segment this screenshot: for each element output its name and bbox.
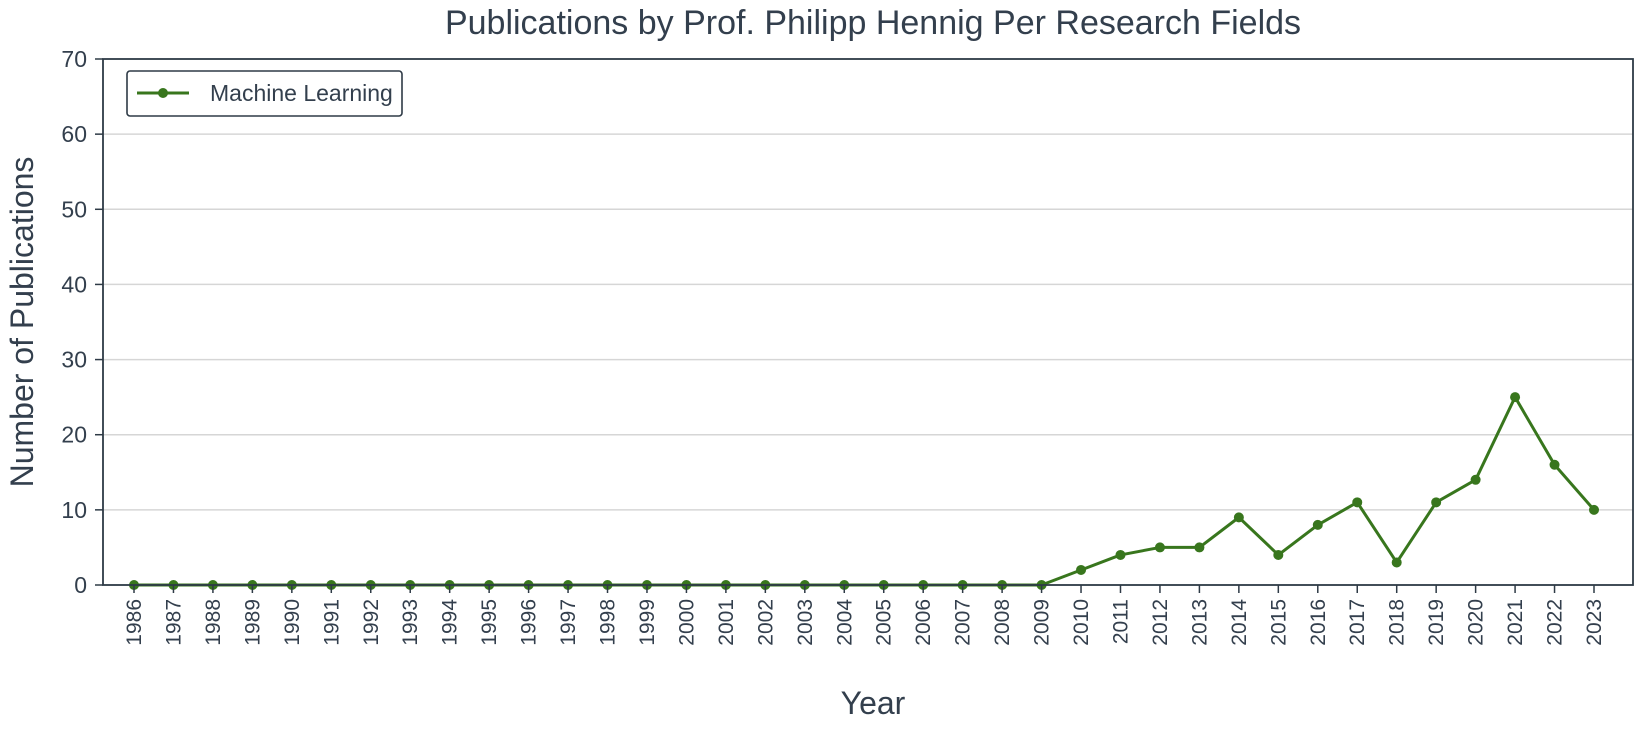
data-point-2020 xyxy=(1470,474,1481,485)
x-tick-label-2020: 2020 xyxy=(1465,599,1488,646)
x-tick-label-2017: 2017 xyxy=(1346,599,1369,646)
x-tick-label-1991: 1991 xyxy=(320,599,343,646)
legend-point-marker xyxy=(158,88,168,98)
x-tick-label-1995: 1995 xyxy=(478,599,501,646)
y-axis: 0 10 20 30 40 50 60 70 xyxy=(61,46,103,598)
data-point-2016 xyxy=(1312,519,1323,530)
x-tick-label-2008: 2008 xyxy=(991,599,1014,646)
x-tick-label-1999: 1999 xyxy=(636,599,659,646)
x-tick-label-2004: 2004 xyxy=(833,599,856,646)
data-point-2018 xyxy=(1391,557,1402,568)
x-tick-label-2018: 2018 xyxy=(1386,599,1409,646)
legend-box xyxy=(126,70,403,117)
x-tick-label-2013: 2013 xyxy=(1188,599,1211,646)
data-point-2017 xyxy=(1352,497,1363,508)
x-tick-label-1986: 1986 xyxy=(123,599,146,646)
data-point-2015 xyxy=(1273,549,1284,560)
x-tick-label-2016: 2016 xyxy=(1307,599,1330,646)
x-tick-label-1997: 1997 xyxy=(557,599,580,646)
data-point-2019 xyxy=(1431,497,1442,508)
x-tick-label-2009: 2009 xyxy=(1031,599,1054,646)
grid-layer xyxy=(103,133,1633,511)
y-tick-label-70: 70 xyxy=(61,46,87,72)
x-tick-label-2001: 2001 xyxy=(715,599,738,646)
x-tick-label-2000: 2000 xyxy=(675,599,698,646)
data-point-2012 xyxy=(1154,542,1165,553)
x-tick-label-1992: 1992 xyxy=(360,599,383,646)
x-tick-label-2010: 2010 xyxy=(1070,599,1093,646)
x-tick-label-2005: 2005 xyxy=(873,599,896,646)
y-axis-label: Number of Publications xyxy=(4,157,40,488)
y-tick-label-20: 20 xyxy=(61,422,87,448)
legend: Machine Learning xyxy=(126,70,403,117)
x-tick-label-1989: 1989 xyxy=(241,599,264,646)
y-tick-label-60: 60 xyxy=(61,121,87,147)
plot-area-frame xyxy=(102,58,1634,586)
x-tick-label-1998: 1998 xyxy=(597,599,620,646)
y-tick-label-50: 50 xyxy=(61,196,87,222)
data-point-2013 xyxy=(1194,542,1205,553)
x-tick-label-2019: 2019 xyxy=(1425,599,1448,646)
data-point-2010 xyxy=(1076,564,1087,575)
x-tick-label-1987: 1987 xyxy=(162,599,185,646)
x-tick-label-2003: 2003 xyxy=(794,599,817,646)
x-tick-label-2015: 2015 xyxy=(1267,599,1290,646)
data-point-2022 xyxy=(1549,459,1560,470)
x-tick-label-2012: 2012 xyxy=(1149,599,1172,646)
data-point-2021 xyxy=(1510,392,1521,403)
series-line-machine-learning xyxy=(134,395,1596,587)
legend-label-machine-learning: Machine Learning xyxy=(210,80,393,106)
x-tick-label-2014: 2014 xyxy=(1228,599,1251,646)
y-tick-label-10: 10 xyxy=(61,497,87,523)
x-tick-label-2023: 2023 xyxy=(1583,599,1606,646)
x-tick-label-2021: 2021 xyxy=(1504,599,1527,646)
y-tick-label-30: 30 xyxy=(61,347,87,373)
x-tick-label-1996: 1996 xyxy=(518,599,541,646)
x-tick-label-1993: 1993 xyxy=(399,599,422,646)
x-axis-label: Year xyxy=(841,685,906,721)
y-tick-label-40: 40 xyxy=(61,271,87,297)
series-layer xyxy=(129,392,1599,590)
chart-title: Publications by Prof. Philipp Hennig Per… xyxy=(445,4,1301,42)
x-tick-label-1988: 1988 xyxy=(202,599,225,646)
x-tick-label-2022: 2022 xyxy=(1544,599,1567,646)
y-tick-label-0: 0 xyxy=(74,572,87,598)
data-point-2023 xyxy=(1589,504,1599,515)
x-tick-label-1994: 1994 xyxy=(439,599,462,646)
x-tick-label-2011: 2011 xyxy=(1109,599,1132,644)
x-axis: 1986 1987 1988 1989 1990 1991 1992 1993 1994 1995… xyxy=(123,585,1606,646)
x-tick-label-2006: 2006 xyxy=(912,599,935,646)
x-tick-label-2002: 2002 xyxy=(754,599,777,646)
x-tick-label-1990: 1990 xyxy=(281,599,304,646)
data-point-2014 xyxy=(1233,512,1244,523)
x-tick-label-2007: 2007 xyxy=(952,599,975,646)
data-point-2011 xyxy=(1115,549,1126,560)
